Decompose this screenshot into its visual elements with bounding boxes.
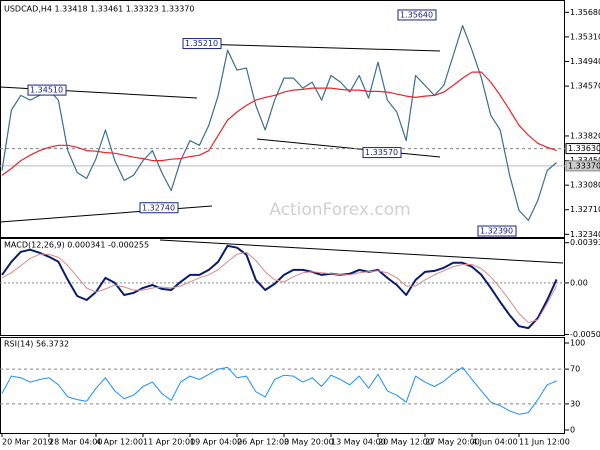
annotation-label: 1.35210 [185, 39, 218, 48]
rsi-title: RSI(14) 56.3732 [4, 340, 69, 349]
y-tick-label: 1.35310 [570, 32, 600, 41]
y-tick-label: 0.003939 [570, 238, 600, 247]
annotation-box [139, 202, 179, 214]
annotation-label: 1.34510 [30, 86, 63, 95]
series-line [1, 244, 558, 330]
annotation-label: 1.33570 [365, 148, 398, 157]
macd-pane [0, 238, 565, 336]
watermark: ActionForex.com [269, 200, 410, 220]
rsi-pane [0, 337, 565, 434]
annotation-box [477, 225, 517, 237]
last-price-box [565, 160, 600, 172]
annotation-box [182, 38, 222, 50]
level-box [565, 143, 600, 155]
y-tick-label: 100 [570, 339, 585, 348]
annotation-label: 1.32740 [142, 203, 175, 212]
y-tick-label: 1.33820 [570, 131, 600, 140]
y-tick-label: 30 [570, 399, 580, 408]
y-tick-label: 1.34570 [570, 82, 600, 91]
annotation-box [27, 84, 67, 96]
x-tick-label: 13 May 04:00 [331, 438, 386, 447]
annotation-box [397, 9, 437, 21]
x-tick-label: 4 Apr 12:00 [96, 438, 143, 447]
price-title: USDCAD,H4 1.33418 1.33461 1.33323 1.3337… [4, 5, 194, 14]
trend-line [196, 43, 441, 52]
y-tick-label: 0.00 [570, 278, 588, 287]
macd-title: MACD(12,26,9) 0.000341 -0.000255 [4, 241, 149, 250]
annotation-box [362, 147, 402, 159]
x-tick-label: 11 Jun 12:00 [519, 438, 570, 447]
series-line [1, 71, 557, 176]
y-tick-label: 1.32340 [570, 230, 600, 239]
y-tick-label: 0 [570, 426, 575, 435]
trend-line [256, 138, 441, 158]
y-tick-label: 1.32710 [570, 205, 600, 214]
trend-line [159, 239, 564, 264]
x-tick-label: 3 May 20:00 [284, 438, 334, 447]
y-tick-label: 1.34940 [570, 57, 600, 66]
series-line [1, 251, 558, 324]
x-tick-label: 11 Apr 20:00 [143, 438, 195, 447]
series-line [1, 25, 557, 221]
x-tick-label: 20 Mar 2019 [2, 438, 53, 447]
x-tick-label: 4 Jun 04:00 [472, 438, 518, 447]
x-tick-label: 19 Apr 04:00 [190, 438, 242, 447]
x-tick-label: 27 May 20:00 [425, 438, 480, 447]
x-tick-label: 26 Apr 12:00 [237, 438, 289, 447]
price-pane [0, 0, 565, 238]
y-tick-label: 1.33080 [570, 181, 600, 190]
x-tick-label: 28 Mar 04:00 [49, 438, 102, 447]
y-tick-label: 1.35680 [570, 8, 600, 17]
series-line [1, 366, 557, 415]
level-label: 1.33630 [568, 144, 600, 153]
y-tick-label: 70 [570, 365, 580, 374]
last-price-label: 1.33370 [568, 161, 600, 170]
annotation-label: 1.32390 [480, 227, 513, 236]
y-tick-label: -0.005044 [570, 330, 600, 339]
annotation-label: 1.35640 [400, 10, 433, 19]
x-tick-label: 20 May 12:00 [378, 438, 433, 447]
